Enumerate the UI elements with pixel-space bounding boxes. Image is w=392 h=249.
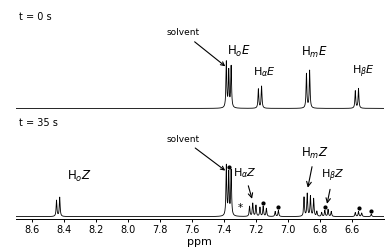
Text: $\mathrm{H}_{m}\mathit{Z}$: $\mathrm{H}_{m}\mathit{Z}$ <box>301 146 328 187</box>
Text: solvent: solvent <box>167 134 224 170</box>
Text: t = 0 s: t = 0 s <box>19 12 51 22</box>
X-axis label: ppm: ppm <box>187 237 212 247</box>
Text: $\mathrm{H}_{\alpha}\mathit{Z}$: $\mathrm{H}_{\alpha}\mathit{Z}$ <box>233 167 257 198</box>
Text: solvent: solvent <box>167 28 224 65</box>
Text: $\mathrm{H}_{\beta}\mathit{Z}$: $\mathrm{H}_{\beta}\mathit{Z}$ <box>321 168 345 203</box>
Text: $\mathrm{H}_{m}\mathit{E}$: $\mathrm{H}_{m}\mathit{E}$ <box>301 45 328 60</box>
Text: *: * <box>238 203 243 213</box>
Text: $\mathrm{H}_{\beta}\mathit{E}$: $\mathrm{H}_{\beta}\mathit{E}$ <box>352 63 375 80</box>
Text: t = 35 s: t = 35 s <box>19 118 58 128</box>
Text: $\mathrm{H}_{\alpha}\mathit{E}$: $\mathrm{H}_{\alpha}\mathit{E}$ <box>253 65 276 79</box>
Text: $\mathrm{H}_{o}\mathit{E}$: $\mathrm{H}_{o}\mathit{E}$ <box>227 44 251 59</box>
Text: $\mathrm{H}_{o}\mathit{Z}$: $\mathrm{H}_{o}\mathit{Z}$ <box>67 169 92 184</box>
